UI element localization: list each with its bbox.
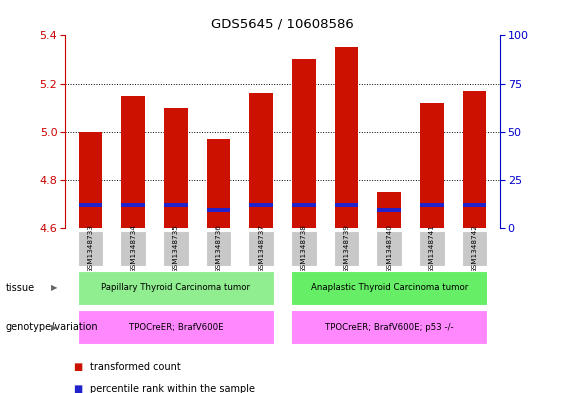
Bar (377, 192, 401, 228)
Bar (334, 231, 359, 266)
Text: GSM1348742: GSM1348742 (471, 224, 477, 273)
Text: tissue: tissue (6, 283, 35, 293)
Bar (420, 103, 444, 228)
Text: GSM1348739: GSM1348739 (344, 224, 350, 273)
Bar (292, 203, 316, 208)
Text: Papillary Thyroid Carcinoma tumor: Papillary Thyroid Carcinoma tumor (101, 283, 250, 292)
Text: GDS5645 / 10608586: GDS5645 / 10608586 (211, 18, 354, 31)
Bar (164, 108, 188, 228)
Text: GSM1348740: GSM1348740 (386, 224, 392, 273)
Text: ▶: ▶ (51, 283, 58, 292)
Bar (164, 203, 188, 208)
Text: GSM1348738: GSM1348738 (301, 224, 307, 273)
Text: GSM1348741: GSM1348741 (429, 224, 435, 273)
Bar (78, 310, 274, 344)
Text: GSM1348735: GSM1348735 (173, 224, 179, 273)
Text: GSM1348733: GSM1348733 (88, 224, 94, 273)
Bar (292, 59, 316, 228)
Bar (78, 231, 103, 266)
Bar (207, 139, 231, 228)
Bar (79, 203, 102, 208)
Text: TPOCreER; BrafV600E; p53 -/-: TPOCreER; BrafV600E; p53 -/- (325, 323, 454, 332)
Text: ▶: ▶ (51, 323, 58, 332)
Bar (79, 132, 102, 228)
Bar (291, 310, 487, 344)
Bar (78, 271, 274, 305)
Bar (249, 93, 273, 228)
Text: TPOCreER; BrafV600E: TPOCreER; BrafV600E (129, 323, 223, 332)
Bar (291, 231, 316, 266)
Bar (291, 271, 487, 305)
Bar (463, 91, 486, 228)
Bar (121, 95, 145, 228)
Bar (463, 203, 486, 208)
Text: transformed count: transformed count (90, 362, 181, 373)
Text: GSM1348736: GSM1348736 (215, 224, 221, 273)
Bar (420, 203, 444, 208)
Bar (207, 208, 231, 212)
Text: genotype/variation: genotype/variation (6, 322, 98, 332)
Text: GSM1348737: GSM1348737 (258, 224, 264, 273)
Bar (334, 48, 358, 228)
Bar (120, 231, 146, 266)
Bar (377, 208, 401, 212)
Bar (462, 231, 487, 266)
Bar (376, 231, 402, 266)
Bar (163, 231, 189, 266)
Text: ■: ■ (73, 362, 82, 373)
Bar (419, 231, 445, 266)
Text: percentile rank within the sample: percentile rank within the sample (90, 384, 255, 393)
Bar (121, 203, 145, 208)
Bar (249, 203, 273, 208)
Bar (334, 203, 358, 208)
Text: GSM1348734: GSM1348734 (130, 224, 136, 273)
Bar (206, 231, 231, 266)
Text: Anaplastic Thyroid Carcinoma tumor: Anaplastic Thyroid Carcinoma tumor (311, 283, 468, 292)
Bar (249, 231, 274, 266)
Text: ■: ■ (73, 384, 82, 393)
